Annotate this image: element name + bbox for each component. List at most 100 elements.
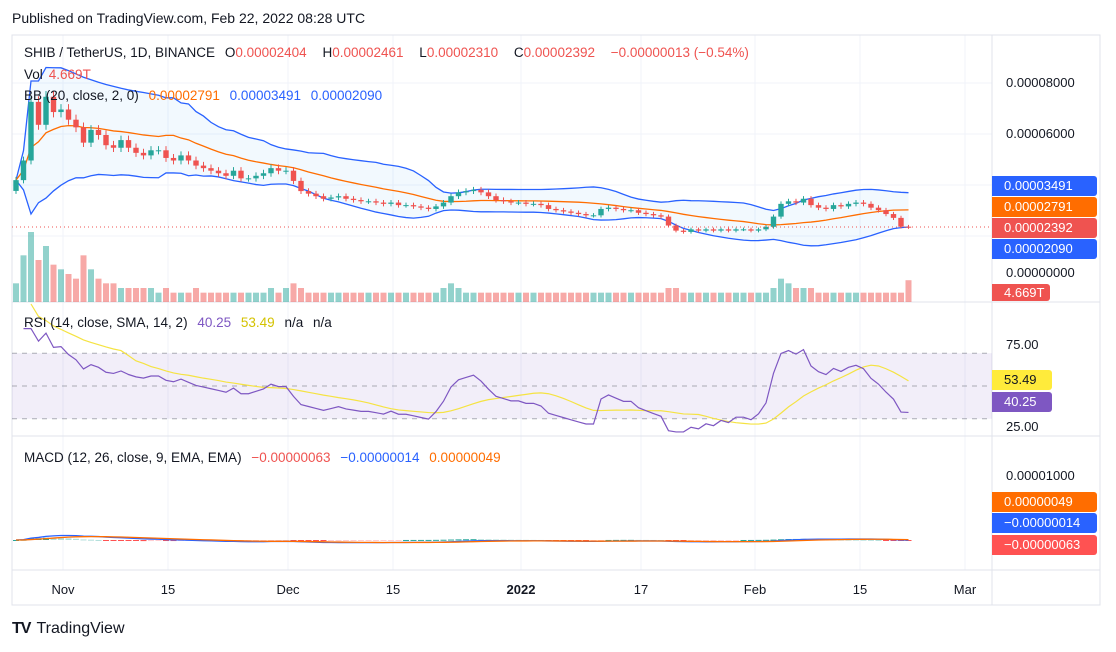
tradingview-logo-icon: TV [12, 620, 31, 637]
candle-body [73, 119, 79, 128]
candle-body [35, 101, 42, 125]
volume-bar [343, 292, 349, 302]
macd-histogram-bar [395, 540, 402, 541]
volume-bar [688, 292, 694, 302]
bb-lower-line [15, 172, 909, 247]
macd-histogram-bar [853, 539, 859, 541]
volume-bar [628, 292, 634, 302]
tradingview-logo[interactable]: TV TradingView [12, 620, 125, 638]
volume-bar [13, 283, 19, 302]
volume-bar [658, 292, 664, 302]
rsi-ma-tag: 53.49 [992, 370, 1052, 390]
macd-histogram-bar [388, 540, 394, 541]
volume-bar [665, 288, 672, 302]
volume-bar [440, 288, 447, 302]
volume-bar [335, 292, 342, 302]
candle-body [13, 180, 19, 191]
volume-bar [298, 288, 304, 302]
candle-body [860, 202, 867, 204]
macd-histogram-bar [433, 539, 439, 541]
volume-bar [823, 292, 829, 302]
macd-label: MACD (12, 26, close, 9, EMA, EMA) [24, 450, 242, 465]
macd-histogram-bar [290, 540, 297, 541]
candle-body [793, 201, 799, 203]
volume-bar [193, 288, 199, 302]
candle-body [613, 207, 619, 209]
volume-bar [508, 292, 514, 302]
volume-legend[interactable]: Vol 4.669T [24, 67, 97, 82]
macd-histogram-bar [755, 539, 762, 541]
volume-bar [620, 292, 627, 302]
volume-bar [718, 292, 724, 302]
macd-histogram-bar [110, 540, 117, 541]
macd-histogram-bar [440, 539, 447, 541]
bb-basis-value: 0.00002791 [148, 88, 220, 103]
bb-lower-tag: 0.00002090 [992, 239, 1097, 259]
candle-body [890, 214, 897, 218]
candle-body [508, 201, 514, 203]
bb-basis-tag: 0.00002791 [992, 197, 1097, 217]
candle-body [80, 127, 87, 143]
volume-bar [208, 292, 214, 302]
candle-body [28, 101, 34, 161]
macd-histogram-bar [350, 540, 357, 541]
macd-histogram-bar [260, 540, 267, 541]
candle-body [823, 207, 829, 209]
macd-histogram-bar [373, 540, 379, 541]
symbol-title[interactable]: SHIB / TetherUS, 1D, BINANCE [24, 45, 216, 60]
rsi-ma-line [30, 303, 909, 425]
bb-upper-line [15, 66, 909, 212]
volume-bar [133, 288, 139, 302]
macd-signal-value: 0.00000049 [429, 450, 501, 465]
close-label: C [513, 45, 524, 60]
volume-bar [328, 292, 334, 302]
candle-body [298, 180, 304, 192]
bb-legend[interactable]: BB (20, close, 2, 0) 0.00002791 0.000034… [24, 88, 388, 103]
rsi-legend[interactable]: RSI (14, close, SMA, 14, 2) 40.25 53.49 … [24, 315, 338, 330]
volume-bar [230, 292, 237, 302]
change-value: −0.00000013 (−0.54%) [610, 45, 749, 60]
candle-body [500, 200, 507, 202]
symbol-legend: SHIB / TetherUS, 1D, BINANCE O0.00002404… [24, 45, 755, 60]
candle-body [553, 208, 559, 211]
bb-label: BB (20, close, 2, 0) [24, 88, 139, 103]
time-label: Dec [276, 582, 300, 597]
volume-bar [703, 292, 709, 302]
candle-body [785, 201, 792, 204]
macd-histogram-bar [95, 539, 102, 541]
candle-body [748, 229, 754, 231]
macd-histogram-bar [733, 540, 739, 541]
macd-legend[interactable]: MACD (12, 26, close, 9, EMA, EMA) −0.000… [24, 450, 507, 465]
candle-body [845, 203, 852, 207]
macd-signal-tag: 0.00000049 [992, 492, 1097, 512]
candle-body [275, 168, 282, 171]
macd-histogram-bar [275, 540, 282, 541]
macd-histogram-bar [163, 540, 169, 542]
macd-histogram-bar [695, 540, 702, 541]
macd-histogram-bar [410, 539, 417, 541]
volume-bar [433, 292, 439, 302]
candle-body [440, 202, 447, 207]
macd-histogram-bar [125, 540, 132, 541]
candle-body [305, 191, 312, 194]
candle-body [733, 229, 739, 231]
volume-bar [853, 292, 859, 302]
volume-bar [815, 292, 822, 302]
volume-bar [320, 292, 327, 302]
macd-histogram-bar [470, 539, 477, 541]
candle-body [898, 217, 904, 227]
volume-bar [200, 292, 207, 302]
macd-histogram-bar [868, 539, 874, 541]
volume-bar [883, 292, 889, 302]
candle-body [650, 214, 657, 216]
macd-histogram-bar [65, 538, 72, 540]
candle-body [485, 192, 492, 197]
macd-histogram-bar [860, 539, 867, 541]
macd-histogram-bar [590, 540, 597, 541]
candle-body [230, 170, 237, 176]
candle-body [658, 215, 664, 217]
macd-tick: 0.00001000 [1006, 468, 1075, 483]
macd-histogram-bar [335, 540, 342, 541]
volume-bar [500, 292, 507, 302]
